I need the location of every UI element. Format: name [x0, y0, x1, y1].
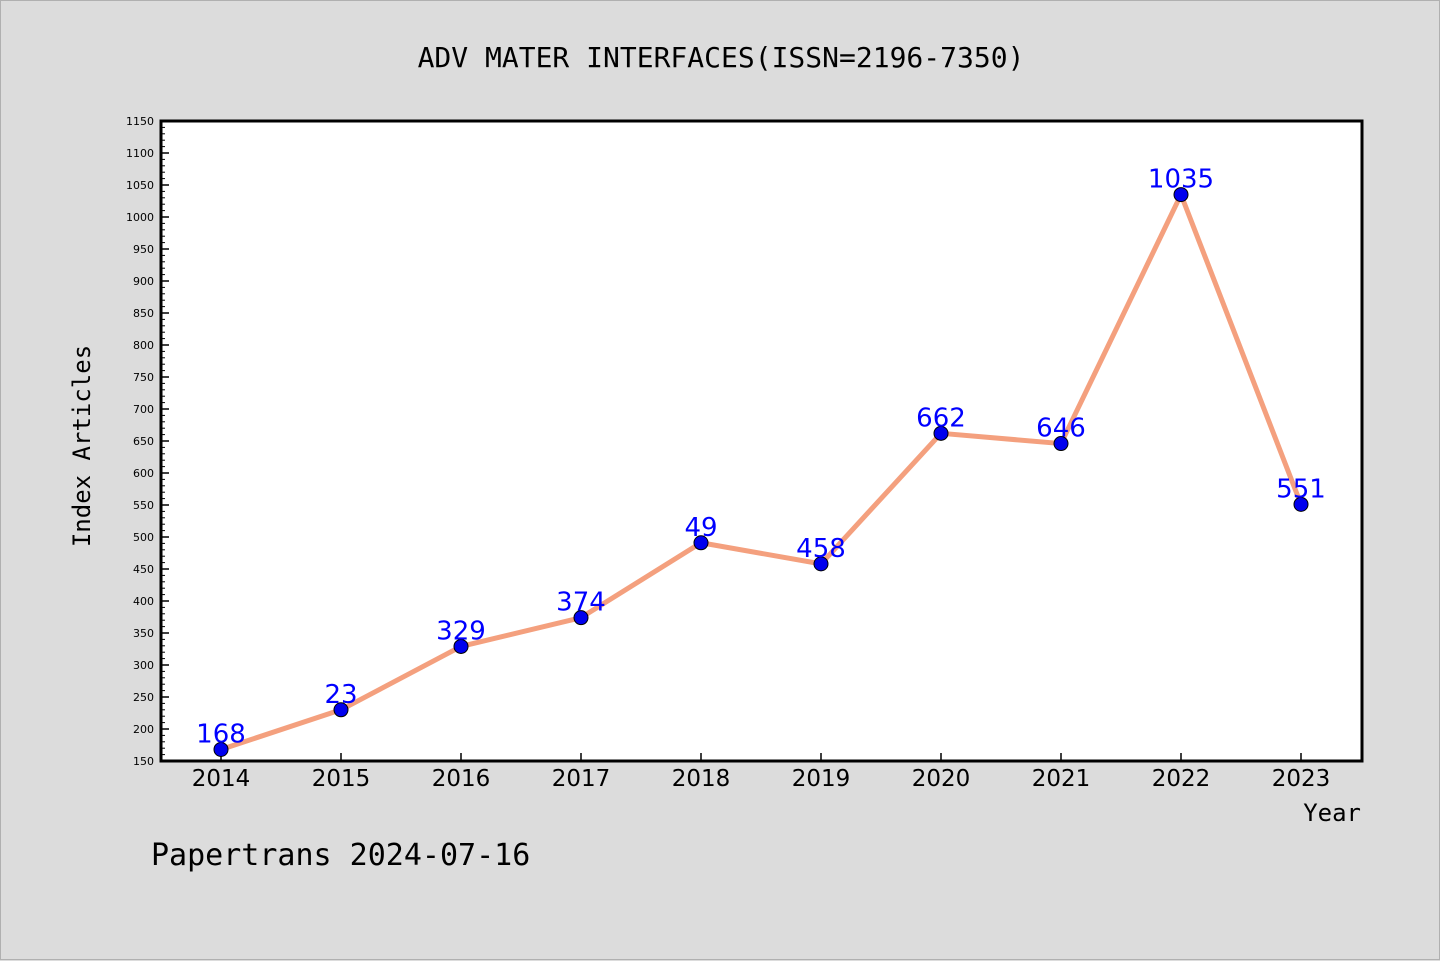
data-label: 662 — [916, 403, 966, 433]
data-point — [813, 556, 829, 572]
y-tick-label: 900 — [133, 275, 154, 288]
y-tick-label: 1100 — [126, 147, 154, 160]
y-tick-label: 950 — [133, 243, 154, 256]
x-tick-label: 2020 — [912, 766, 971, 792]
data-label: 646 — [1036, 414, 1086, 444]
y-tick-label: 600 — [133, 467, 154, 480]
data-points — [213, 187, 1309, 757]
data-point — [453, 638, 469, 654]
y-tick-label: 750 — [133, 371, 154, 384]
data-point — [213, 741, 229, 757]
data-label: 49 — [684, 513, 717, 543]
y-tick-label: 150 — [133, 755, 154, 768]
data-label: 1035 — [1148, 165, 1214, 195]
plot-area — [159, 119, 1364, 763]
data-label: 551 — [1276, 474, 1326, 504]
x-axis: 2014 2015 2016 2017 2018 2019 2020 2021 2022 2023 — [192, 753, 1331, 792]
data-point — [933, 425, 949, 441]
x-tick-label: 2016 — [432, 766, 491, 792]
data-label: 23 — [324, 680, 357, 710]
series-line — [220, 192, 1304, 752]
y-tick-label: 1000 — [126, 211, 154, 224]
data-point — [1293, 496, 1309, 512]
data-labels: 168 23 329 374 49 458 662 646 1035 551 — [196, 165, 1326, 750]
x-tick-label: 2021 — [1032, 766, 1091, 792]
x-tick-label: 2017 — [552, 766, 611, 792]
data-point — [1053, 436, 1069, 452]
x-tick-label: 2014 — [192, 766, 251, 792]
y-axis-label: Index Articles — [68, 345, 96, 547]
data-label: 168 — [196, 719, 246, 749]
y-tick-label: 650 — [133, 435, 154, 448]
y-tick-label: 700 — [133, 403, 154, 416]
data-label: 458 — [796, 534, 846, 564]
chart-title: ADV MATER INTERFACES(ISSN=2196-7350) — [418, 41, 1025, 74]
data-label: 374 — [556, 588, 606, 618]
y-tick-label: 350 — [133, 627, 154, 640]
data-point — [333, 702, 349, 718]
y-tick-label: 1150 — [126, 115, 154, 128]
x-tick-label: 2018 — [672, 766, 731, 792]
y-tick-label: 450 — [133, 563, 154, 576]
data-point — [1173, 187, 1189, 203]
y-tick-label: 800 — [133, 339, 154, 352]
y-tick-label: 550 — [133, 499, 154, 512]
y-tick-label: 1050 — [126, 179, 154, 192]
x-tick-label: 2022 — [1152, 766, 1211, 792]
x-tick-label: 2015 — [312, 766, 371, 792]
data-point — [693, 535, 709, 551]
x-tick-label: 2019 — [792, 766, 851, 792]
y-tick-label: 250 — [133, 691, 154, 704]
y-axis: 150 200 250 300 350 400 450 500 550 600 650 700 750 8… — [126, 115, 169, 768]
y-tick-label: 500 — [133, 531, 154, 544]
y-tick-label: 300 — [133, 659, 154, 672]
watermark-text: Papertrans 2024-07-16 — [151, 838, 530, 873]
y-tick-label: 850 — [133, 307, 154, 320]
y-tick-label: 200 — [133, 723, 154, 736]
data-point — [573, 610, 589, 626]
y-tick-label: 400 — [133, 595, 154, 608]
data-label: 329 — [436, 616, 486, 646]
x-axis-label: Year — [1303, 799, 1361, 827]
x-tick-label: 2023 — [1272, 766, 1331, 792]
